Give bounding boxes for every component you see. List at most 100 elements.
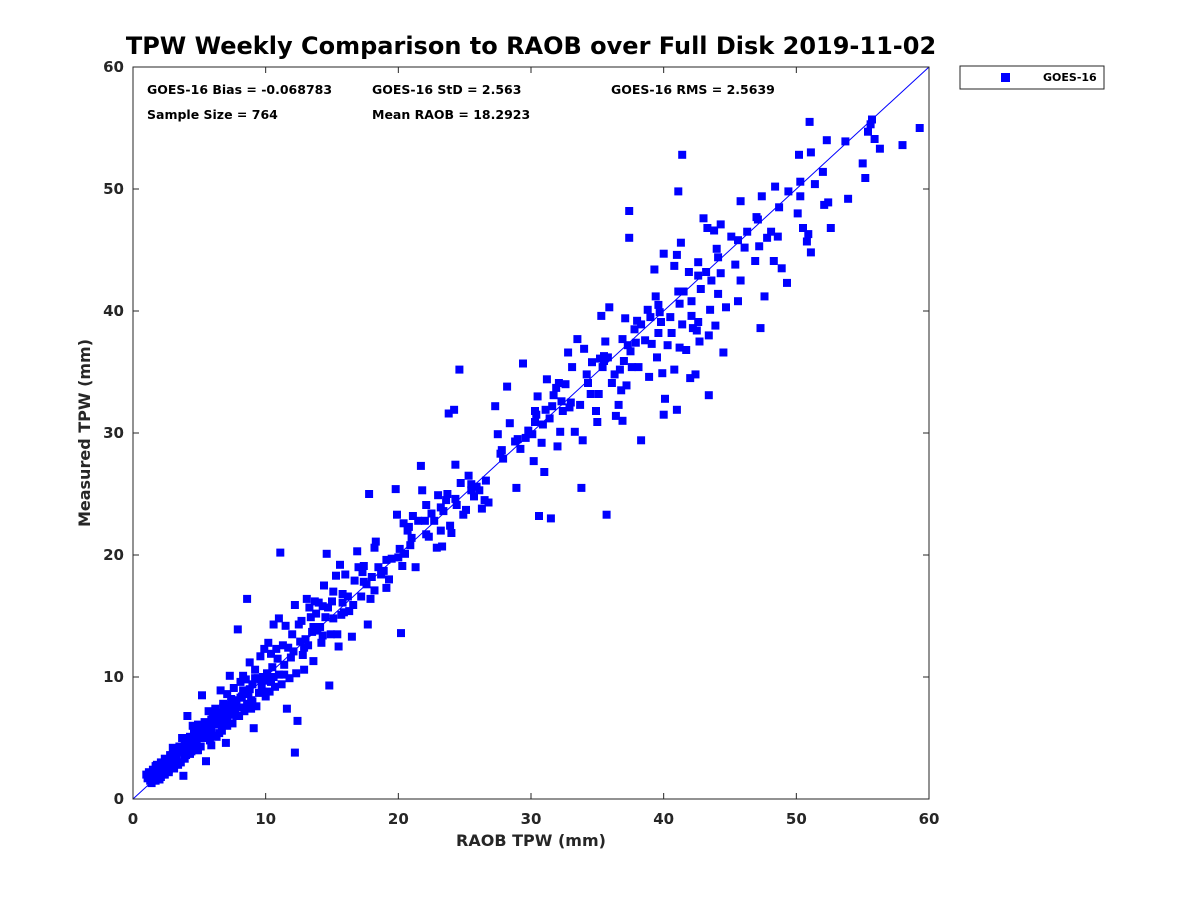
data-point (561, 380, 570, 389)
data-point (769, 257, 778, 265)
data-point (641, 336, 650, 345)
data-point (615, 365, 624, 374)
data-point (777, 264, 786, 273)
data-point (432, 543, 441, 552)
data-point (274, 670, 283, 679)
x-axis-label: RAOB TPW (mm) (456, 831, 606, 850)
data-point (264, 638, 273, 647)
data-point (578, 436, 587, 445)
data-point (225, 671, 234, 680)
data-point (602, 510, 611, 519)
data-point (542, 375, 551, 384)
data-point (826, 224, 835, 232)
data-point (699, 214, 708, 223)
data-point (687, 297, 696, 306)
data-point (467, 486, 476, 495)
data-point (622, 381, 631, 390)
data-point (306, 613, 315, 622)
data-point (204, 707, 213, 716)
data-point (858, 159, 867, 168)
data-point (370, 543, 379, 552)
data-point (261, 692, 270, 701)
data-point (281, 621, 290, 630)
data-point (654, 300, 663, 309)
data-point (592, 407, 600, 415)
data-point (663, 341, 672, 350)
stat-rms: GOES-16 RMS = 2.5639 (611, 82, 775, 97)
data-point (601, 337, 610, 346)
data-point (247, 704, 256, 713)
data-point (753, 215, 762, 224)
data-point (805, 117, 814, 126)
data-point (653, 353, 661, 362)
data-point (225, 701, 234, 710)
data-point (158, 759, 167, 768)
data-point (802, 237, 811, 246)
data-point (607, 379, 616, 387)
data-point (727, 232, 736, 241)
data-point (269, 673, 278, 681)
y-tick-label: 10 (103, 668, 124, 686)
data-point (329, 587, 338, 596)
data-point (795, 150, 803, 159)
data-point (257, 681, 266, 690)
data-point (272, 644, 281, 653)
data-point (806, 148, 815, 157)
data-point (422, 530, 431, 539)
data-point (678, 150, 687, 159)
data-point (284, 643, 293, 652)
data-point (343, 592, 352, 601)
data-point (898, 141, 907, 150)
data-point (646, 313, 655, 322)
data-point (260, 644, 269, 653)
data-point (357, 592, 366, 601)
data-point (403, 526, 412, 535)
data-point (207, 741, 216, 750)
data-point (182, 740, 191, 749)
data-point (736, 197, 745, 206)
y-axis-label: Measured TPW (mm) (75, 339, 94, 527)
data-point (329, 614, 338, 623)
data-point (292, 669, 301, 678)
data-point (447, 529, 456, 537)
data-point (205, 736, 214, 745)
data-point (670, 365, 679, 374)
data-point (286, 653, 295, 662)
data-point (363, 620, 372, 629)
data-point (367, 573, 376, 581)
data-point (818, 167, 827, 176)
data-point (302, 594, 311, 603)
data-point (243, 594, 252, 603)
data-point (512, 483, 521, 492)
data-point (366, 594, 375, 603)
data-point (221, 738, 230, 747)
data-point (576, 400, 585, 409)
data-point (694, 258, 703, 267)
data-point (290, 748, 299, 757)
data-point (247, 696, 256, 705)
data-point (202, 757, 210, 766)
data-point (374, 563, 383, 572)
data-point (294, 620, 303, 629)
data-point (338, 598, 347, 607)
data-point (659, 249, 668, 258)
data-point (784, 187, 793, 196)
data-point (365, 490, 374, 498)
data-point (577, 483, 586, 492)
data-point (450, 405, 459, 414)
data-point (370, 586, 379, 595)
data-point (535, 512, 543, 520)
data-point (554, 379, 563, 387)
data-point (710, 226, 719, 235)
data-point (265, 687, 274, 696)
data-point (767, 227, 776, 236)
data-point (820, 200, 829, 209)
data-point (552, 383, 561, 392)
data-point (573, 335, 582, 344)
data-point (207, 725, 216, 734)
data-point (637, 320, 646, 329)
data-point (775, 203, 784, 212)
data-point (333, 630, 342, 639)
data-point (743, 227, 752, 236)
data-point (228, 719, 237, 728)
